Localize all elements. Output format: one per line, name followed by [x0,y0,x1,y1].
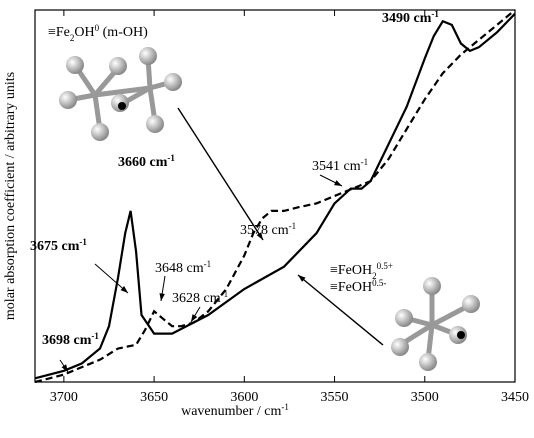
y-axis-label: molar absorption coefficient / arbitrary… [3,72,18,320]
label-part: 0.5- [372,278,386,288]
label-part: ≡FeOH [330,263,372,278]
label-part: -1 [221,289,229,299]
label-part: -1 [79,237,87,247]
annotation: 3628 cm-1 [172,289,228,306]
annotation: 3675 cm-1 [30,237,87,254]
label-part: wavenumber / cm [181,404,281,419]
annotation: 3490 cm-1 [382,9,439,26]
annotation: ≡FeOH0.5- [330,278,386,295]
annotation: 3541 cm-1 [312,157,368,174]
label-part: OH [74,25,94,40]
spectrum-line [35,14,515,379]
label-part: -1 [289,221,297,231]
chart: wavenumber / cm-1 molar absorption coeff… [0,0,534,433]
label-part: 3660 cm [118,155,168,170]
label-part: -1 [281,402,289,412]
annotation: 3578 cm-1 [240,221,296,238]
label-part: -1 [204,259,212,269]
x-tick-label: 3600 [230,390,258,405]
label-part: -1 [431,9,439,19]
arrow-head [159,293,164,301]
label-part: 3541 cm [312,159,361,174]
label-part: ≡Fe [48,25,70,40]
label-part: -1 [91,331,99,341]
label-part: ≡FeOH [330,280,372,295]
label-part: 3698 cm [42,333,92,348]
annotation: 3648 cm-1 [155,259,211,276]
x-tick-label: 3550 [321,390,349,405]
molecule-dimer [59,47,182,141]
arrow-head [334,180,342,186]
annotation: 3660 cm-1 [118,153,175,170]
annotation: ≡Fe2OH0 (m-OH) [48,23,148,43]
molecule-monomer [391,277,480,371]
spectrum-line [35,10,515,382]
arrow [178,108,263,240]
label-part: 3675 cm [30,239,80,254]
label-part: 3648 cm [155,261,204,276]
x-tick-label: 3650 [140,390,168,405]
x-tick-label: 3700 [50,390,78,405]
label-part: -1 [167,153,175,163]
label-part: 3628 cm [172,291,221,306]
label-part: 0.5+ [377,261,393,271]
label-part: -1 [361,157,369,167]
label-part: 3578 cm [240,223,289,238]
x-tick-label: 3500 [411,390,439,405]
plot-frame [35,10,515,382]
annotation: 3698 cm-1 [42,331,99,348]
label-part: 3490 cm [382,11,432,26]
label-part: (m-OH) [99,25,148,40]
x-tick-label: 3450 [501,390,529,405]
